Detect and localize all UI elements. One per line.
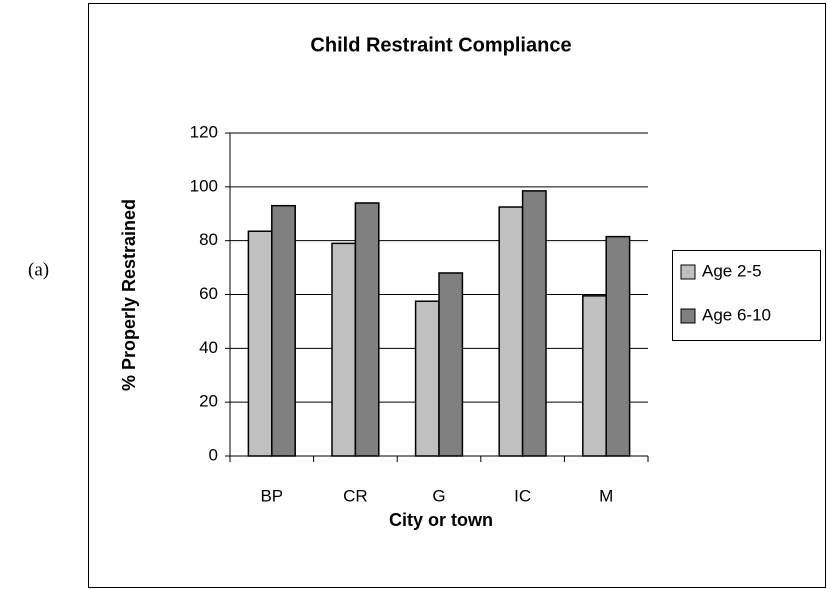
y-tick-label: 100 <box>190 176 218 195</box>
legend-label: Age 2-5 <box>702 261 762 280</box>
y-tick-label: 20 <box>199 392 218 411</box>
bar <box>247 230 273 457</box>
panel-label: (a) <box>28 259 49 280</box>
x-tick-label: BP <box>260 486 283 505</box>
legend-swatch <box>680 264 696 280</box>
bar <box>498 206 524 457</box>
x-tick-label: IC <box>514 486 531 505</box>
y-tick-label: 0 <box>209 445 218 464</box>
y-axis-label: % Properly Restrained <box>119 199 139 391</box>
x-tick-label: G <box>432 486 445 505</box>
y-tick-label: 60 <box>199 284 218 303</box>
bar <box>331 242 357 457</box>
bar <box>521 190 547 457</box>
legend-label: Age 6-10 <box>702 305 771 324</box>
legend-swatch <box>680 308 696 324</box>
y-tick-label: 40 <box>199 338 218 357</box>
bar <box>271 204 296 457</box>
bar <box>414 300 440 457</box>
bar <box>438 272 464 457</box>
legend-box <box>672 250 821 341</box>
x-tick-label: M <box>599 486 613 505</box>
x-tick-label: CR <box>343 486 368 505</box>
bar <box>354 202 380 457</box>
y-tick-label: 120 <box>190 122 218 141</box>
bar <box>582 295 607 457</box>
chart-title: Child Restraint Compliance <box>310 34 571 56</box>
x-axis-label: City or town <box>389 510 493 530</box>
bar <box>605 235 631 457</box>
y-tick-label: 80 <box>199 230 218 249</box>
